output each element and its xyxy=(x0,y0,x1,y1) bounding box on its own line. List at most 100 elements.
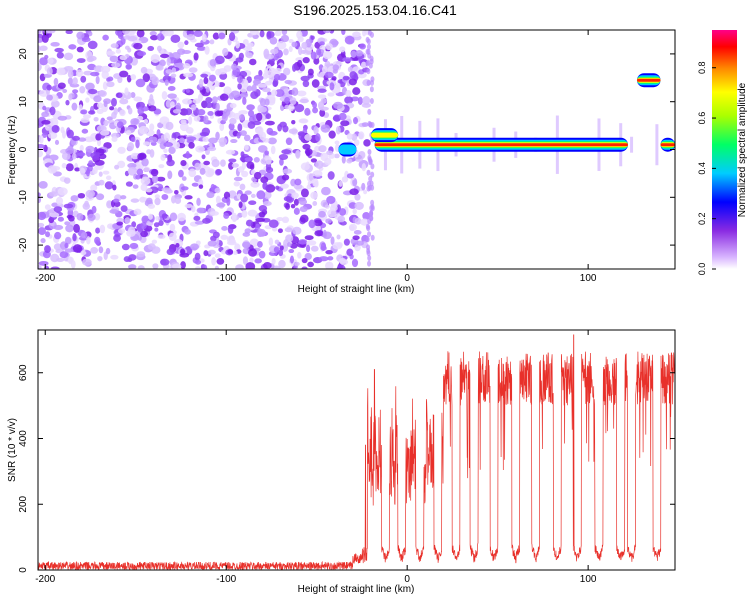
noise-speck xyxy=(198,184,204,189)
noise-speck xyxy=(346,133,353,140)
noise-speck xyxy=(359,43,366,50)
noise-speck xyxy=(310,35,315,40)
noise-speck xyxy=(285,203,291,210)
noise-speck xyxy=(327,209,337,218)
noise-speck xyxy=(356,240,364,246)
noise-speck xyxy=(121,243,130,251)
noise-speck xyxy=(202,217,211,224)
noise-speck xyxy=(281,174,290,181)
noise-speck xyxy=(201,154,206,160)
snr-x-tick-label: -200 xyxy=(35,574,55,585)
noise-speck xyxy=(327,171,335,180)
noise-speck xyxy=(162,75,171,83)
noise-speck xyxy=(197,109,206,116)
noise-speck xyxy=(54,231,62,240)
noise-speck xyxy=(214,265,219,269)
noise-speck xyxy=(48,191,59,197)
noise-speck xyxy=(59,251,69,259)
snr-y-tick-label: 200 xyxy=(18,495,29,512)
noise-speck xyxy=(141,157,149,167)
noise-speck xyxy=(366,169,371,176)
noise-speck xyxy=(109,209,119,214)
noise-speck xyxy=(339,46,346,53)
noise-speck xyxy=(226,197,231,206)
noise-speck xyxy=(312,107,319,114)
noise-speck xyxy=(233,250,238,256)
noise-speck xyxy=(349,188,359,196)
snr-y-tick-label: 400 xyxy=(18,430,29,447)
noise-speck xyxy=(65,224,74,233)
noise-speck xyxy=(137,106,145,116)
noise-speck xyxy=(247,42,254,48)
noise-speck xyxy=(262,200,272,207)
noise-speck xyxy=(124,217,131,224)
noise-speck xyxy=(135,174,141,180)
noise-speck xyxy=(38,211,47,221)
noise-speck xyxy=(219,93,229,101)
noise-speck xyxy=(253,171,262,180)
noise-speck xyxy=(188,168,197,178)
noise-speck xyxy=(235,264,244,269)
noise-speck xyxy=(247,209,258,217)
noise-speck xyxy=(212,231,220,239)
noise-speck xyxy=(90,152,100,159)
noise-speck xyxy=(188,67,198,73)
noise-speck xyxy=(151,76,159,86)
noise-speck xyxy=(193,52,199,61)
noise-speck xyxy=(273,73,281,81)
noise-speck xyxy=(259,98,266,107)
noise-speck xyxy=(279,158,284,166)
noise-speck xyxy=(180,160,187,167)
noise-speck xyxy=(258,69,263,77)
noise-speck xyxy=(350,50,357,58)
noise-speck xyxy=(207,146,217,152)
noise-speck xyxy=(98,171,103,177)
noise-speck xyxy=(304,252,312,261)
noise-speck xyxy=(71,102,78,111)
noise-speck xyxy=(249,58,257,66)
noise-speck xyxy=(90,184,98,192)
noise-speck xyxy=(182,98,192,105)
noise-speck xyxy=(136,30,145,38)
noise-speck xyxy=(85,82,95,91)
noise-speck xyxy=(127,257,133,263)
noise-speck xyxy=(202,264,208,269)
noise-speck xyxy=(127,107,133,115)
noise-speck xyxy=(284,79,293,85)
noise-speck xyxy=(288,128,298,134)
noise-speck xyxy=(112,184,117,191)
noise-speck xyxy=(76,58,86,63)
noise-speck xyxy=(258,145,268,153)
noise-speck xyxy=(185,150,190,159)
spectrogram-y-tick-label: 20 xyxy=(18,48,29,60)
noise-speck xyxy=(212,32,220,40)
noise-speck xyxy=(61,162,67,169)
noise-speck xyxy=(215,102,220,112)
noise-speck xyxy=(297,36,304,43)
noise-speck xyxy=(205,97,213,103)
noise-speck xyxy=(115,92,123,99)
noise-speck xyxy=(200,73,209,78)
snr-y-tick-label: 0 xyxy=(18,567,29,573)
noise-speck xyxy=(130,74,137,80)
noise-speck xyxy=(227,248,234,255)
noise-speck xyxy=(238,201,243,209)
noise-speck xyxy=(38,144,45,149)
noise-speck xyxy=(358,131,365,140)
noise-speck xyxy=(228,162,234,170)
noise-speck xyxy=(171,195,176,204)
noise-speck xyxy=(78,104,83,112)
noise-speck xyxy=(57,115,68,121)
noise-speck xyxy=(85,145,95,153)
noise-speck xyxy=(80,109,88,115)
noise-speck xyxy=(129,242,139,250)
noise-speck xyxy=(352,235,360,241)
noise-speck xyxy=(178,169,184,178)
noise-speck xyxy=(57,82,66,89)
noise-speck xyxy=(318,145,327,153)
noise-speck xyxy=(214,187,221,194)
noise-speck xyxy=(271,257,276,265)
noise-speck xyxy=(335,82,341,89)
noise-speck xyxy=(294,178,302,186)
band-dominant-band xyxy=(374,143,628,147)
